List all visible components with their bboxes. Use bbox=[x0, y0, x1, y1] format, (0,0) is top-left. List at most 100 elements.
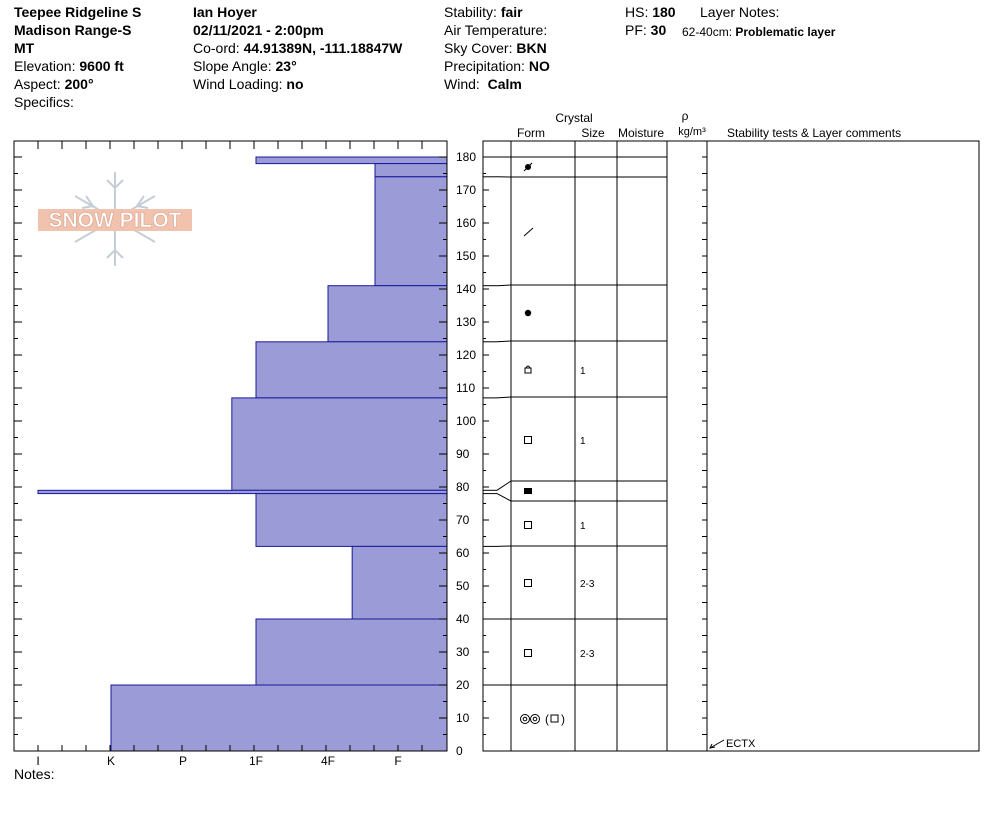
hardness-bar-10 bbox=[110, 684, 448, 752]
depth-label-40: 40 bbox=[456, 612, 470, 626]
crystal-size-5: 1 bbox=[580, 436, 586, 447]
decomposing-fragments-slash bbox=[523, 162, 533, 172]
density-rho-header: ρ bbox=[682, 109, 689, 123]
layer-connector-line bbox=[496, 396, 512, 399]
elevation-label: Elevation: bbox=[14, 58, 76, 74]
observer-name: Ian Hoyer bbox=[193, 4, 257, 20]
hardness-bar-4 bbox=[255, 341, 448, 399]
layer-note: 62-40cm: Problematic layer bbox=[682, 23, 835, 41]
faceted-rounding-arc bbox=[525, 365, 531, 369]
crystal-header: Crystal bbox=[555, 111, 592, 125]
ectx-label: ECTX bbox=[726, 738, 756, 750]
hs-label: HS: bbox=[625, 4, 649, 20]
stability-value: fair bbox=[500, 4, 523, 20]
wind-label: Wind: bbox=[444, 76, 480, 92]
hardness-bar-2 bbox=[374, 176, 448, 287]
hardness-top-ticks bbox=[37, 141, 423, 751]
hardness-bar-5 bbox=[231, 397, 448, 491]
depth-axis-labels: 0 10 20 30 40 50 60 70 80 90 100 110 120 130 140 150 160… bbox=[456, 150, 476, 758]
depth-label-170: 170 bbox=[456, 183, 476, 197]
logo-banner bbox=[38, 209, 192, 231]
aspect-label: Aspect: bbox=[14, 76, 61, 92]
aspect-value: 200° bbox=[64, 76, 94, 92]
hardness-label-P: P bbox=[179, 754, 187, 768]
depth-left-ticks bbox=[14, 156, 447, 752]
wind-field: Wind: Calm bbox=[444, 75, 522, 93]
hardness-bar-1 bbox=[374, 163, 448, 178]
hardness-label-F: F bbox=[394, 754, 401, 768]
faceted-crystals-icon bbox=[550, 714, 559, 723]
layer-table-frame bbox=[482, 140, 980, 752]
depth-label-160: 160 bbox=[456, 216, 476, 230]
depth-label-30: 30 bbox=[456, 645, 470, 659]
depth-label-10: 10 bbox=[456, 711, 470, 725]
layer-table-column-lines bbox=[510, 141, 708, 751]
slope-label: Slope Angle: bbox=[193, 58, 272, 74]
melt-freeze-crust-icon bbox=[524, 488, 532, 494]
layer-notes-label: Layer Notes: bbox=[700, 4, 780, 20]
depth-label-70: 70 bbox=[456, 513, 470, 527]
pf-value: 30 bbox=[650, 22, 667, 38]
depth-hoar-icon bbox=[520, 714, 530, 724]
crystal-size-4: 1 bbox=[580, 366, 586, 377]
faceted-crystals-icon bbox=[524, 521, 532, 529]
stability-label: Stability: bbox=[444, 4, 497, 20]
depth-label-130: 130 bbox=[456, 315, 476, 329]
stability-field: Stability: fair bbox=[444, 3, 523, 21]
sky-field: Sky Cover: BKN bbox=[444, 39, 547, 57]
hardness-bar-8 bbox=[351, 545, 448, 620]
layer-connector-line bbox=[496, 480, 512, 491]
faceted-rounding-icon bbox=[524, 367, 532, 374]
faceted-crystals-icon bbox=[524, 579, 532, 587]
form-header: Form bbox=[517, 126, 545, 140]
layer-connector-line bbox=[496, 284, 512, 287]
depth-hoar-inner-2 bbox=[532, 716, 538, 722]
depth-label-100: 100 bbox=[456, 414, 476, 428]
hardness-label-I: I bbox=[36, 754, 39, 768]
hardness-bar-3 bbox=[327, 285, 448, 343]
precip-label: Precipitation: bbox=[444, 58, 525, 74]
aspect-field: Aspect: 200° bbox=[14, 75, 94, 93]
depth-hoar-inner bbox=[522, 716, 528, 722]
crystal-size-9: 2-3 bbox=[580, 649, 595, 660]
layer-connector-line bbox=[496, 493, 512, 502]
hardness-label-4F: 4F bbox=[321, 754, 335, 768]
ectx-pointer bbox=[709, 739, 725, 749]
sky-value: BKN bbox=[516, 40, 547, 56]
moisture-header: Moisture bbox=[618, 126, 664, 140]
stability-comments-header: Stability tests & Layer comments bbox=[727, 126, 901, 140]
depth-hoar-icon-2 bbox=[530, 714, 540, 724]
precip-field: Precipitation: NO bbox=[444, 57, 550, 75]
hardness-bars bbox=[37, 156, 448, 752]
depth-label-80: 80 bbox=[456, 480, 470, 494]
hs-field: HS: 180 bbox=[625, 3, 676, 21]
range-name: Madison Range-S bbox=[14, 22, 132, 38]
ectx-arrow-icon bbox=[709, 743, 716, 749]
wind-loading-label: Wind Loading: bbox=[193, 76, 283, 92]
wind-loading-value: no bbox=[286, 76, 304, 92]
depth-label-90: 90 bbox=[456, 447, 470, 461]
depth-label-180: 180 bbox=[456, 150, 476, 164]
notes-label: Notes: bbox=[14, 766, 55, 782]
state-name: MT bbox=[14, 40, 35, 56]
coord-value: 44.91389N, -111.18847W bbox=[243, 40, 403, 56]
depth-label-150: 150 bbox=[456, 249, 476, 263]
depth-label-110: 110 bbox=[456, 381, 475, 395]
layer-table-rows: () 1 1 1 2-3 2-3 bbox=[483, 156, 667, 726]
wind-value: Calm bbox=[487, 76, 522, 92]
slope-field: Slope Angle: 23° bbox=[193, 57, 297, 75]
depth-label-0: 0 bbox=[456, 744, 463, 758]
precip-value: NO bbox=[528, 58, 550, 74]
layer-connector-line bbox=[496, 340, 512, 343]
layer-note-range: 62-40cm: bbox=[682, 25, 733, 39]
specifics-label: Specifics: bbox=[14, 94, 74, 110]
pf-field: PF: 30 bbox=[625, 21, 666, 39]
stability-ticks bbox=[483, 156, 707, 752]
faceted-crystals-icon bbox=[524, 649, 532, 657]
hardness-axis-labels: I K P 1F 4F F bbox=[36, 754, 401, 768]
depth-label-20: 20 bbox=[456, 678, 470, 692]
wind-loading-field: Wind Loading: no bbox=[193, 75, 304, 93]
depth-label-120: 120 bbox=[456, 348, 476, 362]
hardness-label-K: K bbox=[107, 754, 115, 768]
faceted-crystals-icon bbox=[524, 436, 532, 444]
